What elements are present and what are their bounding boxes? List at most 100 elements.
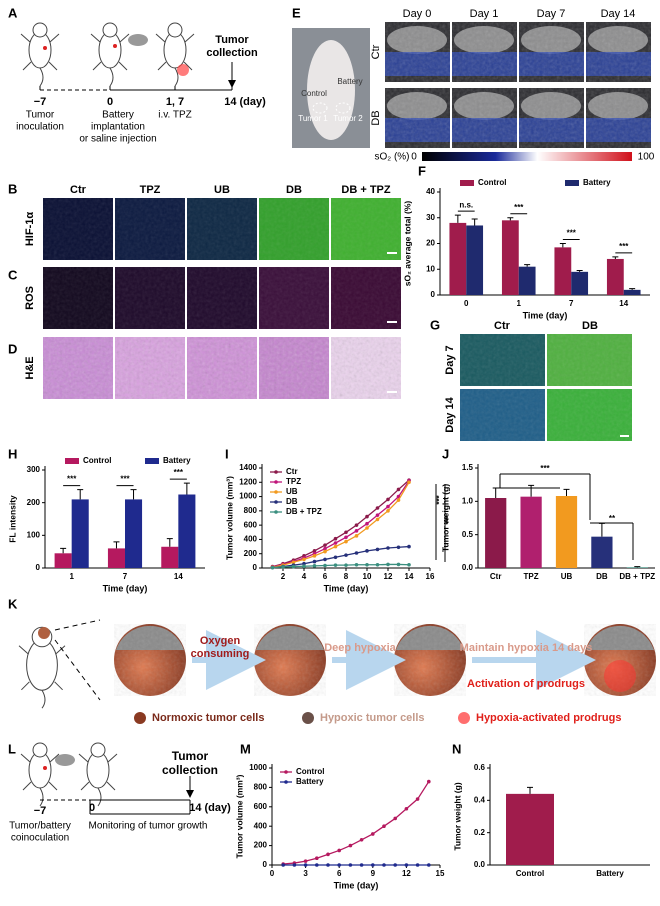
label: Activation of prodrugs <box>467 678 585 690</box>
point <box>354 529 359 533</box>
point <box>302 564 306 569</box>
point <box>333 563 338 567</box>
mouse-photo <box>307 40 355 140</box>
panel-letter: E <box>292 5 301 20</box>
glow <box>177 64 189 76</box>
y-tick-label: 400 <box>254 821 268 830</box>
texture <box>43 267 113 329</box>
legend-label: Control <box>83 456 111 465</box>
significance: *** <box>567 229 577 238</box>
mouse-icon <box>32 742 48 758</box>
label: 1, 7 <box>166 96 184 108</box>
point <box>371 832 375 836</box>
point <box>337 848 342 853</box>
point <box>359 863 364 867</box>
panel-letter: F <box>418 163 426 178</box>
panel-letter: A <box>8 5 18 20</box>
legend-marker <box>274 480 278 484</box>
row-label: Day 14 <box>444 396 456 432</box>
label: inoculation <box>16 122 64 133</box>
point <box>312 559 317 564</box>
legend-label: UB <box>286 487 298 496</box>
point <box>404 806 409 811</box>
label: Day 14 <box>601 8 636 20</box>
point <box>302 561 306 566</box>
bar <box>591 536 613 568</box>
label: Battery <box>102 110 134 121</box>
label: Tumor/battery <box>9 821 71 832</box>
label: Tumor <box>26 110 55 121</box>
column-header: DB <box>582 320 598 332</box>
y-tick-label: 0 <box>431 290 436 299</box>
texture <box>259 267 329 329</box>
bar <box>466 225 484 295</box>
label: sO₂ (%) <box>375 152 410 163</box>
bar <box>54 553 72 568</box>
x-tick-label: 9 <box>371 869 376 878</box>
legend-label: Control <box>478 178 506 187</box>
error-bar <box>60 547 67 554</box>
mouse-icon <box>20 33 60 87</box>
bar <box>501 220 519 295</box>
legend-label: DB + TPZ <box>286 507 322 516</box>
y-tick-label: 0 <box>253 563 258 572</box>
label: Tumor <box>215 34 249 46</box>
x-tick-label: 8 <box>344 572 349 581</box>
row-label: Ctr <box>370 44 382 59</box>
column-header: Ctr <box>70 184 87 196</box>
label: Hypoxic tumor cells <box>320 712 425 724</box>
mouse-icon <box>78 753 118 807</box>
error-bar <box>634 566 641 568</box>
y-tick-label: 0.5 <box>462 530 474 539</box>
texture <box>331 337 401 399</box>
y-tick-label: 1400 <box>239 463 257 472</box>
legend-label: Ctr <box>286 467 298 476</box>
x-tick-label: 10 <box>363 572 372 581</box>
label: 0 <box>89 802 95 814</box>
y-tick-label: 0 <box>263 860 268 869</box>
bar <box>449 222 467 295</box>
point <box>315 856 319 861</box>
y-tick-label: 300 <box>27 465 41 474</box>
point <box>407 480 411 485</box>
error-bar <box>576 270 583 272</box>
significance: *** <box>435 494 444 504</box>
label: Oxygen <box>200 635 241 647</box>
x-tick-label: Ctr <box>490 572 502 581</box>
column-header: DB + TPZ <box>341 184 390 196</box>
texture <box>519 88 584 148</box>
legend-swatch <box>565 180 579 186</box>
texture <box>394 624 466 696</box>
label: 14 (day) <box>189 802 231 814</box>
point <box>333 555 338 560</box>
label: consuming <box>191 648 250 660</box>
point <box>371 863 375 867</box>
point <box>337 863 342 867</box>
panel-letter: K <box>8 596 18 611</box>
y-tick-label: 1000 <box>239 492 257 501</box>
point <box>323 549 327 554</box>
y-tick-label: 1000 <box>249 763 267 772</box>
point <box>365 526 369 530</box>
column-header: TPZ <box>140 184 161 196</box>
label: Hypoxia-activated prodrugs <box>476 712 621 724</box>
legend-swatch <box>145 458 159 464</box>
x-tick-label: TPZ <box>524 572 539 581</box>
significance: *** <box>619 242 629 251</box>
tumor-outline <box>312 102 328 114</box>
texture <box>114 624 186 696</box>
x-tick-label: 1 <box>517 299 522 308</box>
bar <box>623 289 641 295</box>
point <box>396 545 401 550</box>
error-bar <box>528 484 535 497</box>
bar <box>518 266 536 295</box>
row-label: HIF-1α <box>24 212 36 247</box>
x-tick-label: 7 <box>123 572 128 581</box>
bar <box>107 548 125 568</box>
point <box>375 506 380 510</box>
legend-marker <box>274 490 278 494</box>
panel-letter: J <box>442 446 449 461</box>
texture <box>187 198 257 260</box>
error-bar <box>130 489 137 500</box>
texture <box>43 198 113 260</box>
